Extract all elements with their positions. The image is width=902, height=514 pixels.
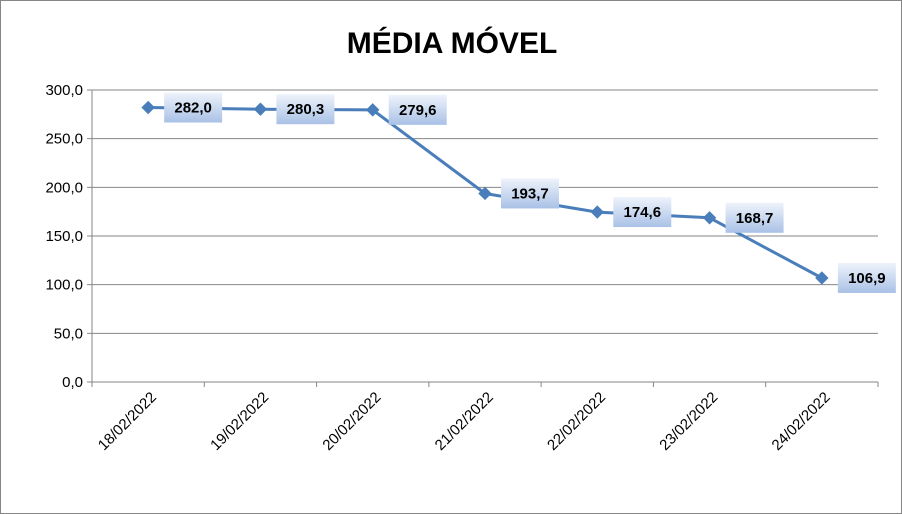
data-point-marker <box>141 100 155 115</box>
x-tick-label: 21/02/2022 <box>432 389 497 454</box>
data-label: 193,7 <box>501 178 559 209</box>
data-label-box <box>725 202 784 233</box>
chart-title: MÉDIA MÓVEL <box>347 26 558 60</box>
data-label: 279,6 <box>388 94 447 125</box>
grid-layer <box>92 89 878 334</box>
data-point-marker <box>366 103 380 117</box>
data-point-marker <box>590 205 604 219</box>
data-label: 174,6 <box>613 197 672 228</box>
data-label: 280,3 <box>276 94 335 125</box>
y-tick-label: 150,0 <box>45 228 83 245</box>
data-label-layer: 282,0 280,3 279,6 193,7 174,6 168,7 106,9 <box>164 92 896 293</box>
x-tick-label: 24/02/2022 <box>769 389 834 454</box>
data-label-value: 106,9 <box>848 270 886 287</box>
y-tick-label: 250,0 <box>45 131 83 148</box>
data-label: 282,0 <box>164 92 223 123</box>
y-tick-label: 50,0 <box>54 325 83 342</box>
x-tick-label: 18/02/2022 <box>95 389 160 454</box>
data-label-value: 174,6 <box>624 204 662 221</box>
data-point-marker <box>478 186 492 201</box>
data-label-value: 280,3 <box>287 101 325 118</box>
y-tick-label: 200,0 <box>45 179 83 196</box>
y-tick-label: 300,0 <box>45 82 83 99</box>
data-label-value: 279,6 <box>399 102 437 119</box>
y-tick-label: 100,0 <box>45 277 83 294</box>
x-tick-label: 22/02/2022 <box>544 389 609 454</box>
data-label-box <box>837 262 896 293</box>
data-label-box <box>276 94 335 125</box>
x-tick-label: 23/02/2022 <box>656 389 721 454</box>
data-label-box <box>164 92 223 123</box>
data-label: 106,9 <box>837 262 896 293</box>
data-point-marker <box>815 271 829 285</box>
data-label: 168,7 <box>725 202 784 233</box>
data-point-marker <box>253 102 268 116</box>
x-tick-label: 19/02/2022 <box>207 389 272 454</box>
data-label-value: 193,7 <box>511 185 549 202</box>
data-label-value: 168,7 <box>736 210 774 227</box>
data-label-box <box>501 178 559 209</box>
x-tick-label: 20/02/2022 <box>319 389 384 454</box>
data-label-box <box>613 197 672 228</box>
data-label-box <box>388 94 447 125</box>
y-tick-label: 0,0 <box>62 374 83 391</box>
data-label-value: 282,0 <box>174 100 212 117</box>
series-layer <box>141 100 829 285</box>
axis-layer: 0,0 50,0 100,0 150,0 200,0 250,0 300,0 18/02/20… <box>45 82 879 454</box>
data-point-marker <box>702 211 717 225</box>
